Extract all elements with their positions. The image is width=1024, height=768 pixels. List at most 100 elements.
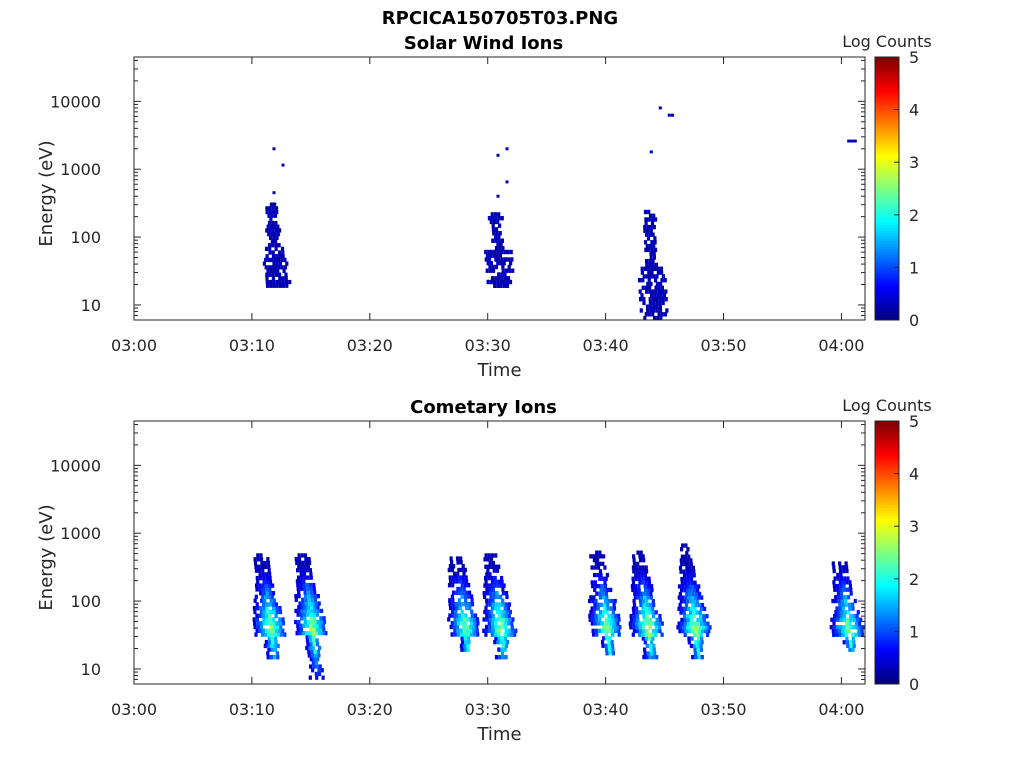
heatmap-cell (686, 625, 690, 630)
heatmap-cell (848, 583, 852, 589)
heatmap-cell (299, 612, 303, 617)
heatmap-cell (851, 632, 855, 637)
heatmap-cell (299, 579, 303, 584)
heatmap-cell (592, 610, 596, 615)
heatmap-cell (693, 643, 697, 649)
heatmap-cell (264, 257, 268, 263)
heatmap-cell (310, 597, 314, 602)
heatmap-cell (680, 588, 684, 593)
heatmap-cell (688, 565, 692, 570)
colorbar-segment (875, 214, 899, 218)
heatmap-cell (485, 617, 489, 622)
heatmap-cell (683, 588, 687, 593)
heatmap-cell (605, 651, 609, 656)
heatmap-cell (680, 606, 684, 611)
heatmap-cell (632, 561, 637, 566)
heatmap-cell (511, 628, 515, 633)
heatmap-cell (657, 289, 661, 294)
heatmap-cell (691, 602, 695, 608)
colorbar-segment (875, 673, 899, 677)
heatmap-cell (309, 582, 313, 588)
heatmap-cell (834, 595, 838, 600)
colorbar-segment (875, 204, 899, 208)
heatmap-cell (466, 643, 470, 649)
heatmap-cell (660, 312, 664, 317)
heatmap-cell (496, 153, 500, 157)
heatmap-cell (271, 206, 275, 211)
colorbar-segment (875, 225, 899, 229)
heatmap-cell (268, 628, 272, 633)
heatmap-cell (832, 632, 836, 637)
heatmap-cell (647, 278, 651, 283)
heatmap-cell (312, 664, 316, 669)
heatmap-cell (488, 598, 492, 603)
heatmap-cell (658, 628, 662, 634)
heatmap-cell (629, 617, 634, 622)
heatmap-cell (598, 561, 602, 566)
heatmap-cell (843, 617, 847, 622)
heatmap-cell (590, 565, 594, 570)
colorbar-segment (875, 93, 899, 97)
heatmap-cell (656, 315, 660, 321)
heatmap-cell (288, 279, 292, 285)
heatmap-cell (588, 617, 592, 622)
heatmap-cell (593, 565, 597, 570)
heatmap-cell (447, 617, 451, 622)
heatmap-cell (508, 617, 512, 622)
heatmap-cell (262, 617, 266, 622)
heatmap-cell (258, 587, 262, 592)
heatmap-cell (633, 595, 637, 600)
heatmap-cell (689, 625, 693, 630)
heatmap-cell (616, 621, 620, 626)
heatmap-cell (450, 594, 454, 599)
heatmap-cell (294, 557, 298, 562)
heatmap-cell (497, 234, 501, 240)
heatmap-cell (684, 629, 688, 634)
heatmap-cell (268, 572, 272, 577)
heatmap-cell (268, 639, 272, 645)
heatmap-cell (644, 606, 648, 611)
heatmap-cell (277, 265, 281, 270)
cometary-ions-heatmap-cells (252, 543, 865, 680)
heatmap-cell (490, 564, 494, 569)
heatmap-cell (687, 636, 691, 641)
heatmap-cell (848, 621, 852, 626)
heatmap-cell (647, 580, 652, 585)
heatmap-cell (473, 621, 477, 626)
heatmap-cell (605, 625, 609, 630)
heatmap-cell (510, 621, 514, 626)
heatmap-cell (321, 623, 325, 628)
colorbar-segment (875, 589, 899, 593)
heatmap-cell (654, 278, 658, 283)
heatmap-cell (676, 625, 680, 630)
heatmap-cell (306, 642, 310, 647)
heatmap-cell (607, 639, 611, 645)
heatmap-cell (688, 591, 692, 597)
heatmap-cell (448, 598, 452, 603)
heatmap-cell (632, 625, 636, 630)
heatmap-cell (642, 655, 646, 660)
heatmap-cell (321, 675, 325, 680)
heatmap-cell (296, 627, 300, 632)
heatmap-cell (272, 624, 276, 630)
colorbar-segment (875, 647, 899, 651)
colorbar-segment (875, 612, 899, 617)
heatmap-cell (641, 632, 645, 637)
heatmap-cell (492, 219, 497, 225)
heatmap-cell (265, 575, 269, 581)
heatmap-cell (699, 632, 703, 637)
heatmap-cell (847, 610, 851, 615)
heatmap-cell (602, 610, 606, 615)
heatmap-cell (498, 613, 502, 618)
heatmap-cell (271, 276, 275, 281)
colorbar-segment (875, 146, 899, 150)
colorbar-segment (875, 138, 899, 142)
heatmap-cell (693, 632, 697, 637)
heatmap-cell (589, 554, 593, 559)
heatmap-cell (861, 625, 865, 630)
heatmap-cell (505, 594, 509, 600)
heatmap-cell (610, 628, 614, 633)
heatmap-cell (449, 556, 453, 561)
colorbar-tick-label: 2 (909, 206, 919, 225)
colorbar-segment (875, 460, 899, 464)
